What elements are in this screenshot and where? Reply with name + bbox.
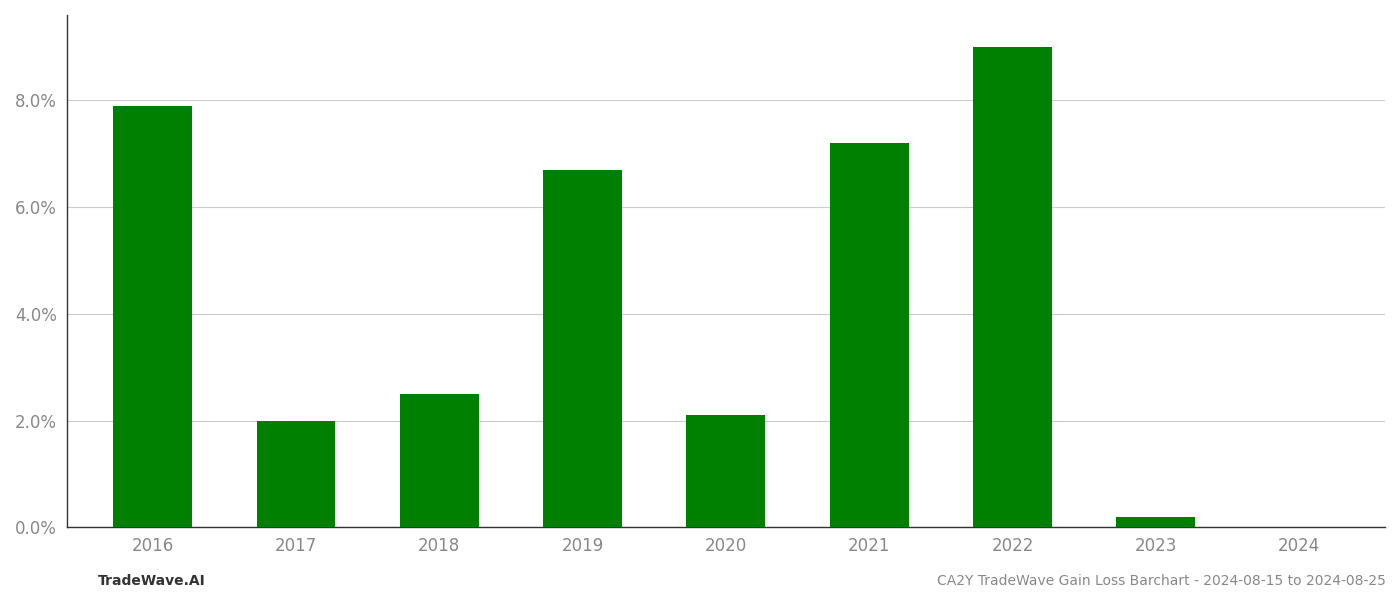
Bar <box>543 170 622 527</box>
Bar <box>400 394 479 527</box>
Bar <box>830 143 909 527</box>
Bar <box>256 421 336 527</box>
Bar <box>1116 517 1196 527</box>
Text: TradeWave.AI: TradeWave.AI <box>98 574 206 588</box>
Bar <box>113 106 192 527</box>
Bar <box>973 47 1051 527</box>
Bar <box>686 415 766 527</box>
Text: CA2Y TradeWave Gain Loss Barchart - 2024-08-15 to 2024-08-25: CA2Y TradeWave Gain Loss Barchart - 2024… <box>937 574 1386 588</box>
